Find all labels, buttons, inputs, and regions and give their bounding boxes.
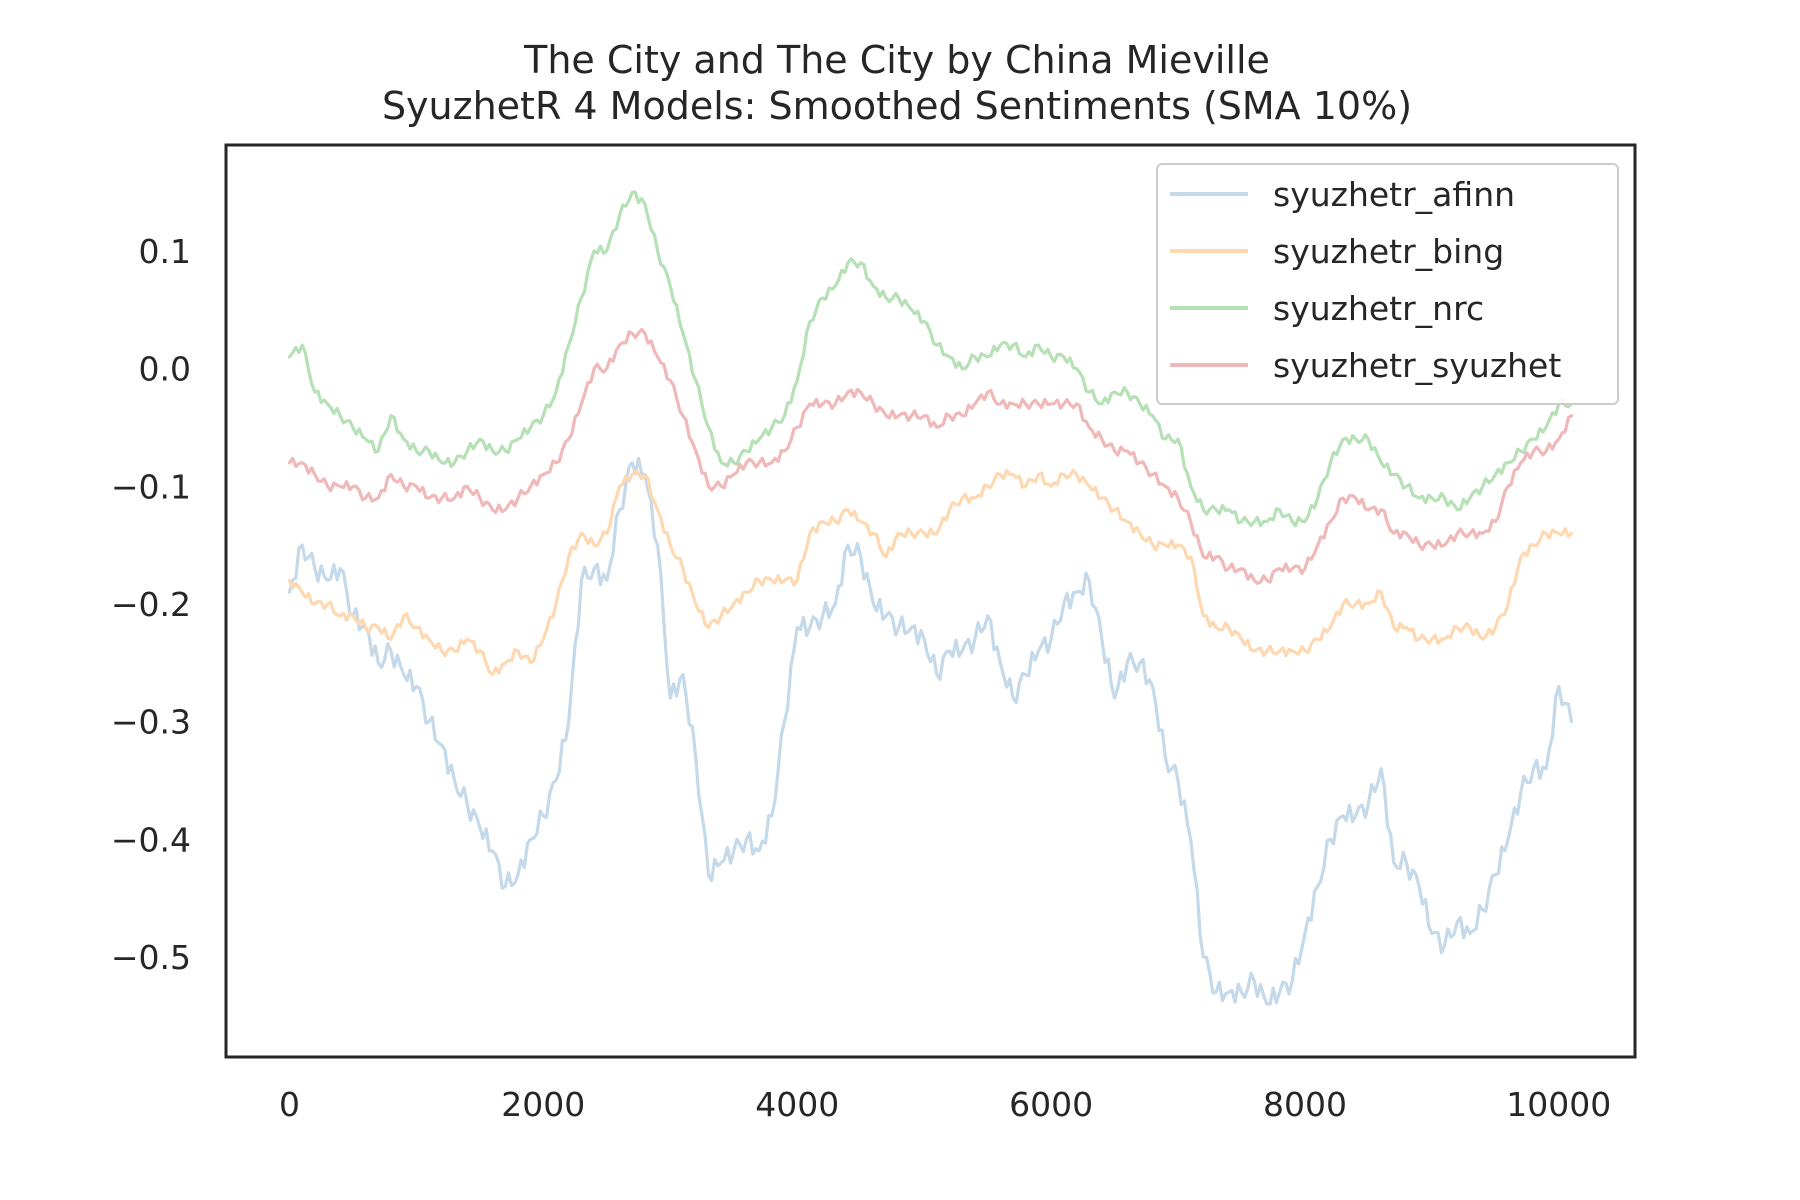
x-tick-label: 4000 xyxy=(755,1085,839,1124)
series-line-syuzhetr_nrc xyxy=(287,190,1574,528)
x-tick-label: 6000 xyxy=(1009,1085,1093,1124)
x-axis-ticks: 0 2000 4000 6000 8000 10000 xyxy=(279,1085,1611,1124)
legend-label-syuzhetr_afinn: syuzhetr_afinn xyxy=(1273,175,1515,214)
x-tick-label: 0 xyxy=(279,1085,300,1124)
x-tick-label: 2000 xyxy=(501,1085,585,1124)
x-tick-label: 8000 xyxy=(1263,1085,1347,1124)
legend: syuzhetr_afinn syuzhetr_bing syuzhetr_nrcs… xyxy=(1156,163,1619,405)
legend-label-syuzhetr_nrc: syuzhetr_nrc xyxy=(1273,289,1484,328)
y-tick-label: −0.4 xyxy=(111,820,191,859)
y-tick-label: −0.1 xyxy=(111,467,191,506)
legend-label-syuzhetr_bing: syuzhetr_bing xyxy=(1273,232,1504,271)
legend-box xyxy=(1156,163,1619,405)
y-tick-label: −0.5 xyxy=(111,938,191,977)
plot-frame xyxy=(224,143,1637,1059)
series-line-syuzhetr_syuzhet xyxy=(287,327,1574,585)
x-tick-label: 10000 xyxy=(1506,1085,1611,1124)
legend-label-syuzhetr_syuzhet: syuzhetr_syuzhet xyxy=(1273,346,1561,385)
series-line-syuzhetr_afinn xyxy=(287,456,1574,1006)
y-tick-label: 0.1 xyxy=(139,232,191,271)
chart-title-line-2: SyuzhetR 4 Models: Smoothed Sentiments (… xyxy=(382,84,1412,128)
chart-title-line-1: The City and The City by China Mieville xyxy=(523,38,1270,82)
series-layer xyxy=(287,190,1574,1006)
y-axis-ticks: 0.1 0.0 −0.1 −0.2 −0.3 −0.4 −0.5 xyxy=(111,232,191,977)
y-tick-label: −0.2 xyxy=(111,585,191,624)
y-tick-label: −0.3 xyxy=(111,703,191,742)
series-line-syuzhetr_bing xyxy=(287,468,1574,677)
y-tick-label: 0.0 xyxy=(139,350,191,389)
